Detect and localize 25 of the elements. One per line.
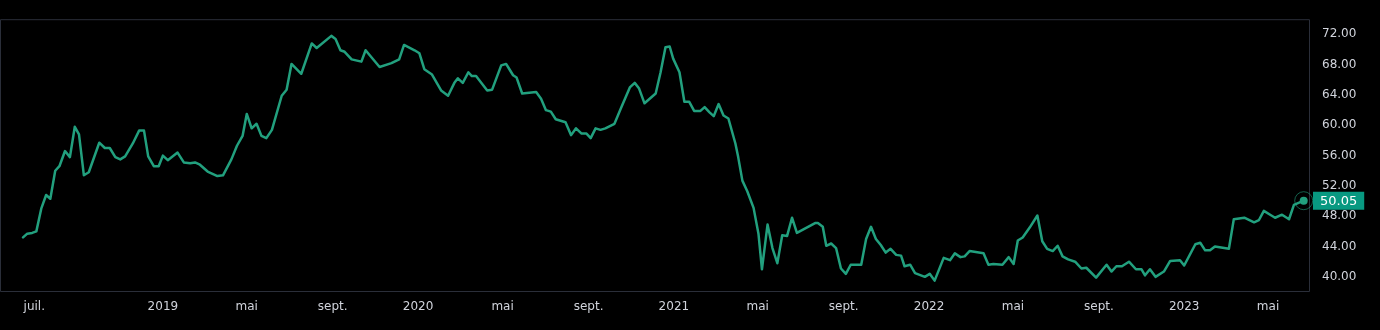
x-tick-label: 2020 xyxy=(402,299,434,314)
y-tick-label: 44.00 xyxy=(1322,238,1357,253)
x-tick-label: 2023 xyxy=(1168,299,1200,314)
x-tick-label: mai xyxy=(1256,299,1280,314)
x-tick-label: mai xyxy=(746,299,769,314)
annotation: 50.05 xyxy=(1320,193,1358,209)
y-tick-label: 52.00 xyxy=(1322,178,1357,193)
x-tick-label: juil. xyxy=(22,299,45,314)
y-tick-label: 48.00 xyxy=(1322,208,1357,223)
x-tick-label: 2019 xyxy=(147,299,179,314)
y-tick-label: 64.00 xyxy=(1322,87,1357,102)
x-tick-label: 2022 xyxy=(913,299,945,314)
y-tick-label: 40.00 xyxy=(1322,268,1357,283)
x-tick-label: 2021 xyxy=(658,299,690,314)
y-tick-label: 60.00 xyxy=(1322,117,1357,132)
x-tick-label: mai xyxy=(491,299,514,314)
x-tick-label: sept. xyxy=(828,299,859,314)
x-tick-label: sept. xyxy=(317,299,348,314)
x-tick-label: sept. xyxy=(1084,299,1114,314)
x-tick-label: mai xyxy=(1001,299,1025,314)
x-tick-label: sept. xyxy=(573,299,604,314)
y-tick-label: 68.00 xyxy=(1322,56,1357,71)
x-tick-label: mai xyxy=(235,299,258,314)
y-tick-label: 56.00 xyxy=(1322,147,1357,162)
y-tick-label: 72.00 xyxy=(1322,26,1357,41)
